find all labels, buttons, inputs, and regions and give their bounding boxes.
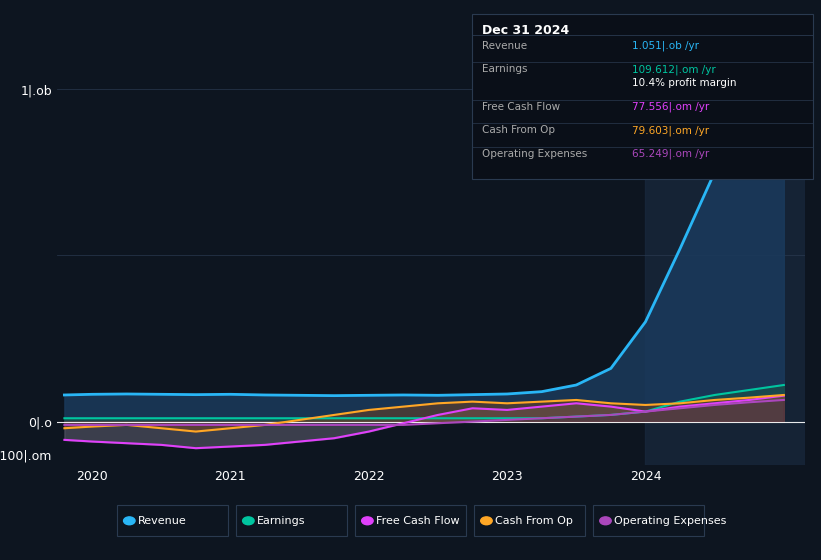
- Text: Revenue: Revenue: [137, 516, 186, 526]
- Bar: [645, 39, 805, 465]
- Text: 77.556|.om /yr: 77.556|.om /yr: [632, 102, 709, 113]
- Text: 65.249|.om /yr: 65.249|.om /yr: [632, 149, 709, 160]
- Text: Dec 31 2024: Dec 31 2024: [482, 24, 569, 37]
- Text: 10.4% profit margin: 10.4% profit margin: [632, 78, 736, 88]
- Text: Earnings: Earnings: [482, 64, 527, 74]
- Text: Operating Expenses: Operating Expenses: [614, 516, 726, 526]
- Text: 109.612|.om /yr: 109.612|.om /yr: [632, 64, 716, 75]
- Text: Revenue: Revenue: [482, 41, 527, 51]
- Text: Cash From Op: Cash From Op: [494, 516, 572, 526]
- Text: 79.603|.om /yr: 79.603|.om /yr: [632, 125, 709, 136]
- Text: Free Cash Flow: Free Cash Flow: [482, 102, 560, 112]
- Text: Cash From Op: Cash From Op: [482, 125, 555, 136]
- Text: 1.051|.ob /yr: 1.051|.ob /yr: [632, 41, 699, 52]
- Text: Free Cash Flow: Free Cash Flow: [376, 516, 459, 526]
- Text: Earnings: Earnings: [257, 516, 305, 526]
- Text: Operating Expenses: Operating Expenses: [482, 149, 587, 159]
